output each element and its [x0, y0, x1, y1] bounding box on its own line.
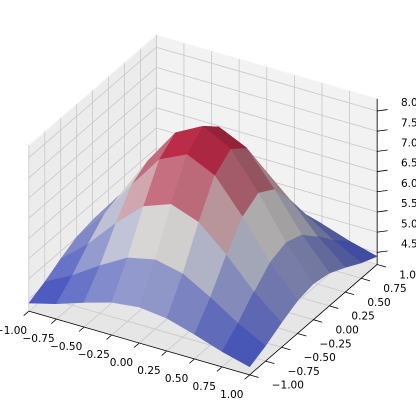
tick-mark: [377, 149, 388, 152]
tick-mark: [313, 319, 323, 323]
x-tick-label: 0.75: [193, 381, 216, 393]
y-tick-label: 0.00: [335, 324, 358, 336]
x-tick-label: −1.00: [0, 325, 27, 337]
tick-mark: [244, 374, 250, 380]
z-tick-label: 5.5: [401, 198, 416, 210]
y-tick-label: 0.25: [351, 311, 374, 323]
tick-mark: [377, 250, 388, 253]
tick-mark: [161, 350, 168, 356]
tick-mark: [329, 305, 339, 309]
tick-mark: [377, 210, 388, 213]
tick-mark: [133, 342, 140, 348]
y-tick-label: 0.50: [367, 297, 390, 309]
y-tick-label: −0.50: [304, 352, 336, 364]
x-tick-label: 1.00: [220, 389, 243, 401]
z-tick-label: 7.0: [401, 138, 416, 150]
tick-mark: [51, 318, 57, 324]
tick-mark: [249, 374, 259, 378]
x-tick-label: 0.00: [110, 357, 133, 369]
y-tick-label: −0.75: [288, 366, 320, 378]
x-tick-label: −0.25: [78, 349, 110, 361]
tick-mark: [297, 333, 307, 337]
grid-line: [28, 147, 157, 259]
tick-mark: [106, 334, 112, 340]
surface-patch: [221, 322, 266, 368]
z-tick-label: 5.0: [401, 218, 416, 230]
grid-line: [28, 67, 157, 179]
tick-mark: [361, 277, 371, 282]
tick-mark: [377, 109, 388, 112]
grid-line: [28, 127, 157, 239]
tick-mark: [377, 264, 387, 268]
grid-line: [156, 67, 378, 132]
z-tick-label: 6.5: [401, 158, 416, 170]
tick-mark: [265, 360, 275, 365]
tick-mark: [377, 230, 388, 233]
grid-line: [28, 107, 157, 219]
tick-mark: [216, 366, 223, 372]
tick-mark: [345, 291, 355, 296]
z-tick-label: 4.5: [401, 239, 416, 251]
tick-mark: [23, 310, 30, 316]
x-tick-label: −0.75: [22, 333, 54, 345]
grid-line: [28, 46, 157, 158]
grid-line: [156, 107, 378, 172]
y-tick-label: −1.00: [272, 380, 304, 392]
tick-mark: [189, 358, 195, 364]
y-tick-label: −0.25: [320, 338, 352, 350]
tick-mark: [377, 169, 388, 172]
x-tick-label: 0.50: [165, 373, 188, 385]
tick-mark: [377, 129, 388, 132]
y-tick-label: 1.00: [399, 269, 416, 281]
tick-mark: [78, 326, 85, 332]
grid-line: [28, 87, 157, 199]
tick-mark: [377, 189, 388, 193]
tick-mark: [281, 346, 291, 351]
x-tick-label: 0.25: [137, 365, 160, 377]
grid-line: [156, 87, 378, 152]
z-tick-label: 6.0: [401, 178, 416, 190]
axis-line: [249, 264, 378, 376]
y-tick-label: 0.75: [383, 283, 406, 295]
x-tick-label: −0.50: [50, 341, 82, 353]
axis-line: [28, 310, 250, 376]
z-tick-label: 7.5: [401, 117, 416, 129]
grid-line: [156, 46, 378, 112]
z-tick-label: 8.0: [401, 97, 416, 109]
